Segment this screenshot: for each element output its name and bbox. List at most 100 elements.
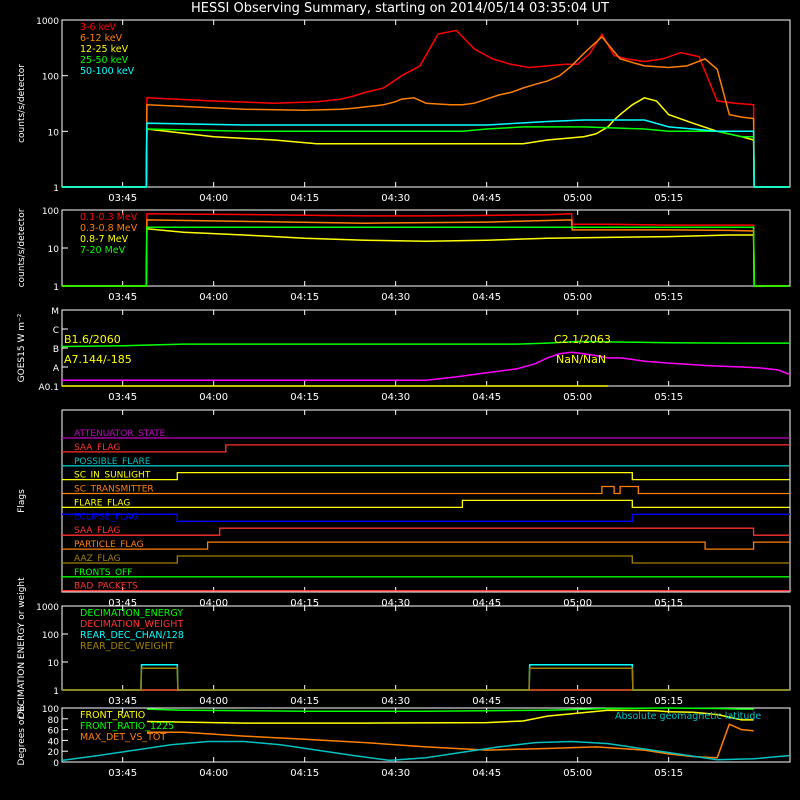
goes-annotation: B1.6/2060 (64, 333, 121, 346)
y-tick-label: 100 (42, 705, 59, 715)
flag-line-sc-transmitter (62, 485, 790, 495)
x-tick-label: 04:15 (290, 392, 319, 403)
legend-entry: 0.1-0.3 MeV (80, 212, 138, 223)
x-tick-label: 05:00 (563, 193, 592, 204)
series-line-50-100-kev (62, 119, 790, 188)
y-axis-label: Flags (17, 489, 27, 513)
x-tick-label: 04:30 (381, 292, 410, 303)
x-tick-label: 05:00 (563, 696, 592, 707)
x-tick-label: 05:15 (654, 292, 683, 303)
flag-line-aaz-flag (62, 555, 790, 564)
panel-frame (61, 209, 791, 287)
x-tick-label: 04:30 (381, 193, 410, 204)
legend-entry: 6-12 keV (80, 33, 123, 44)
x-tick-label: 04:00 (199, 292, 228, 303)
flag-line-saa-flag (62, 527, 790, 536)
x-tick-label: 03:45 (108, 193, 137, 204)
y-tick-label: 10 (48, 245, 60, 255)
flag-label: SC_IN_SUNLIGHT (74, 471, 151, 481)
x-tick-label: 04:00 (199, 598, 228, 609)
y-tick-label: 100 (42, 207, 59, 217)
y-tick-label: 1000 (36, 603, 59, 613)
series-line-front-ratio-1225 (146, 707, 754, 712)
y-tick-label: A0.1 (39, 383, 59, 393)
flag-line-sc-in-sunlight (62, 471, 790, 481)
flag-label: PARTICLE_FLAG (74, 540, 144, 550)
panel-highE (61, 209, 791, 287)
y-tick-label: C (53, 326, 59, 336)
series-line-0-8-7-mev (62, 227, 790, 287)
panel-ratios (61, 707, 791, 763)
flag-label: AAZ_FLAG (74, 554, 121, 564)
series-line-3-6-kev (62, 29, 790, 188)
y-tick-label: 0 (53, 759, 59, 769)
legend-entry: Absolute geomagnetic latitude (615, 711, 761, 722)
x-tick-label: 03:45 (108, 696, 137, 707)
flag-line-saa-flag (62, 444, 790, 453)
panel-decimation (61, 605, 791, 691)
x-tick-label: 05:15 (654, 696, 683, 707)
flag-label: FRONTS_OFF (74, 568, 132, 578)
panel-lowE (61, 19, 791, 188)
legend-entry: 50-100 keV (80, 66, 135, 77)
y-tick-label: 80 (48, 716, 60, 726)
x-tick-label: 04:00 (199, 193, 228, 204)
x-tick-label: 04:45 (472, 193, 501, 204)
legend-entry: 0.3-0.8 MeV (80, 223, 138, 234)
x-tick-label: 03:45 (108, 392, 137, 403)
y-tick-label: 1000 (36, 17, 59, 27)
page-title: HESSI Observing Summary, starting on 201… (191, 1, 609, 16)
x-tick-label: 04:45 (472, 292, 501, 303)
series-line-front-ratio (146, 709, 754, 724)
x-tick-label: 03:45 (108, 292, 137, 303)
y-tick-label: 100 (42, 73, 59, 83)
legend-entry: DECIMATION_ENERGY (80, 608, 183, 619)
y-axis-label: counts/s/detector (17, 64, 27, 143)
series-line-7-20-mev (62, 226, 790, 287)
series-line-max-det-vs-tot (146, 723, 754, 759)
x-tick-label: 05:00 (563, 598, 592, 609)
x-tick-label: 03:45 (108, 768, 137, 779)
x-tick-label: 04:15 (290, 292, 319, 303)
flag-label: SAA_FLAG (74, 526, 120, 536)
x-tick-label: 05:15 (654, 598, 683, 609)
y-tick-label: 1 (53, 283, 59, 293)
x-tick-label: 05:00 (563, 768, 592, 779)
legend-entry: DECIMATION_WEIGHT (80, 619, 183, 630)
series-line-6-12-kev (62, 35, 790, 188)
x-tick-label: 05:15 (654, 768, 683, 779)
legend-entry: 25-50 keV (80, 55, 129, 66)
series-line-0-3-0-8-mev (62, 219, 790, 287)
x-tick-label: 04:45 (472, 696, 501, 707)
y-axis-label: GOES15 W m⁻² (17, 313, 27, 382)
x-tick-label: 04:30 (381, 598, 410, 609)
y-tick-label: 100 (42, 631, 59, 641)
x-tick-label: 04:00 (199, 696, 228, 707)
x-tick-label: 04:30 (381, 696, 410, 707)
y-tick-label: 1 (53, 687, 59, 697)
flag-label: ECLIPSE_FLAG (74, 512, 138, 522)
y-tick-label: 10 (48, 128, 60, 138)
panel-frame (61, 19, 791, 188)
panel-goes (61, 309, 791, 387)
x-tick-label: 03:45 (108, 598, 137, 609)
y-tick-label: 60 (48, 727, 60, 737)
panel-flags (61, 409, 791, 593)
legend-entry: 7-20 MeV (80, 245, 126, 256)
panel-frame (61, 409, 791, 593)
legend-entry: 3-6 keV (80, 22, 117, 33)
x-tick-label: 04:00 (199, 768, 228, 779)
x-tick-label: 05:15 (654, 392, 683, 403)
flag-line-flare-flag (62, 499, 790, 509)
flag-label: POSSIBLE_FLARE (74, 457, 151, 467)
x-tick-label: 04:15 (290, 598, 319, 609)
x-tick-label: 04:15 (290, 193, 319, 204)
panel-frame (61, 707, 791, 763)
x-tick-label: 04:45 (472, 598, 501, 609)
goes-annotation: NaN/NaN (556, 353, 606, 366)
x-tick-label: 05:00 (563, 392, 592, 403)
goes-annotation: A7.144/-185 (64, 353, 132, 366)
flag-label: ATTENUATOR_STATE (74, 429, 166, 439)
flag-label: BAD_PACKETS (74, 582, 138, 592)
